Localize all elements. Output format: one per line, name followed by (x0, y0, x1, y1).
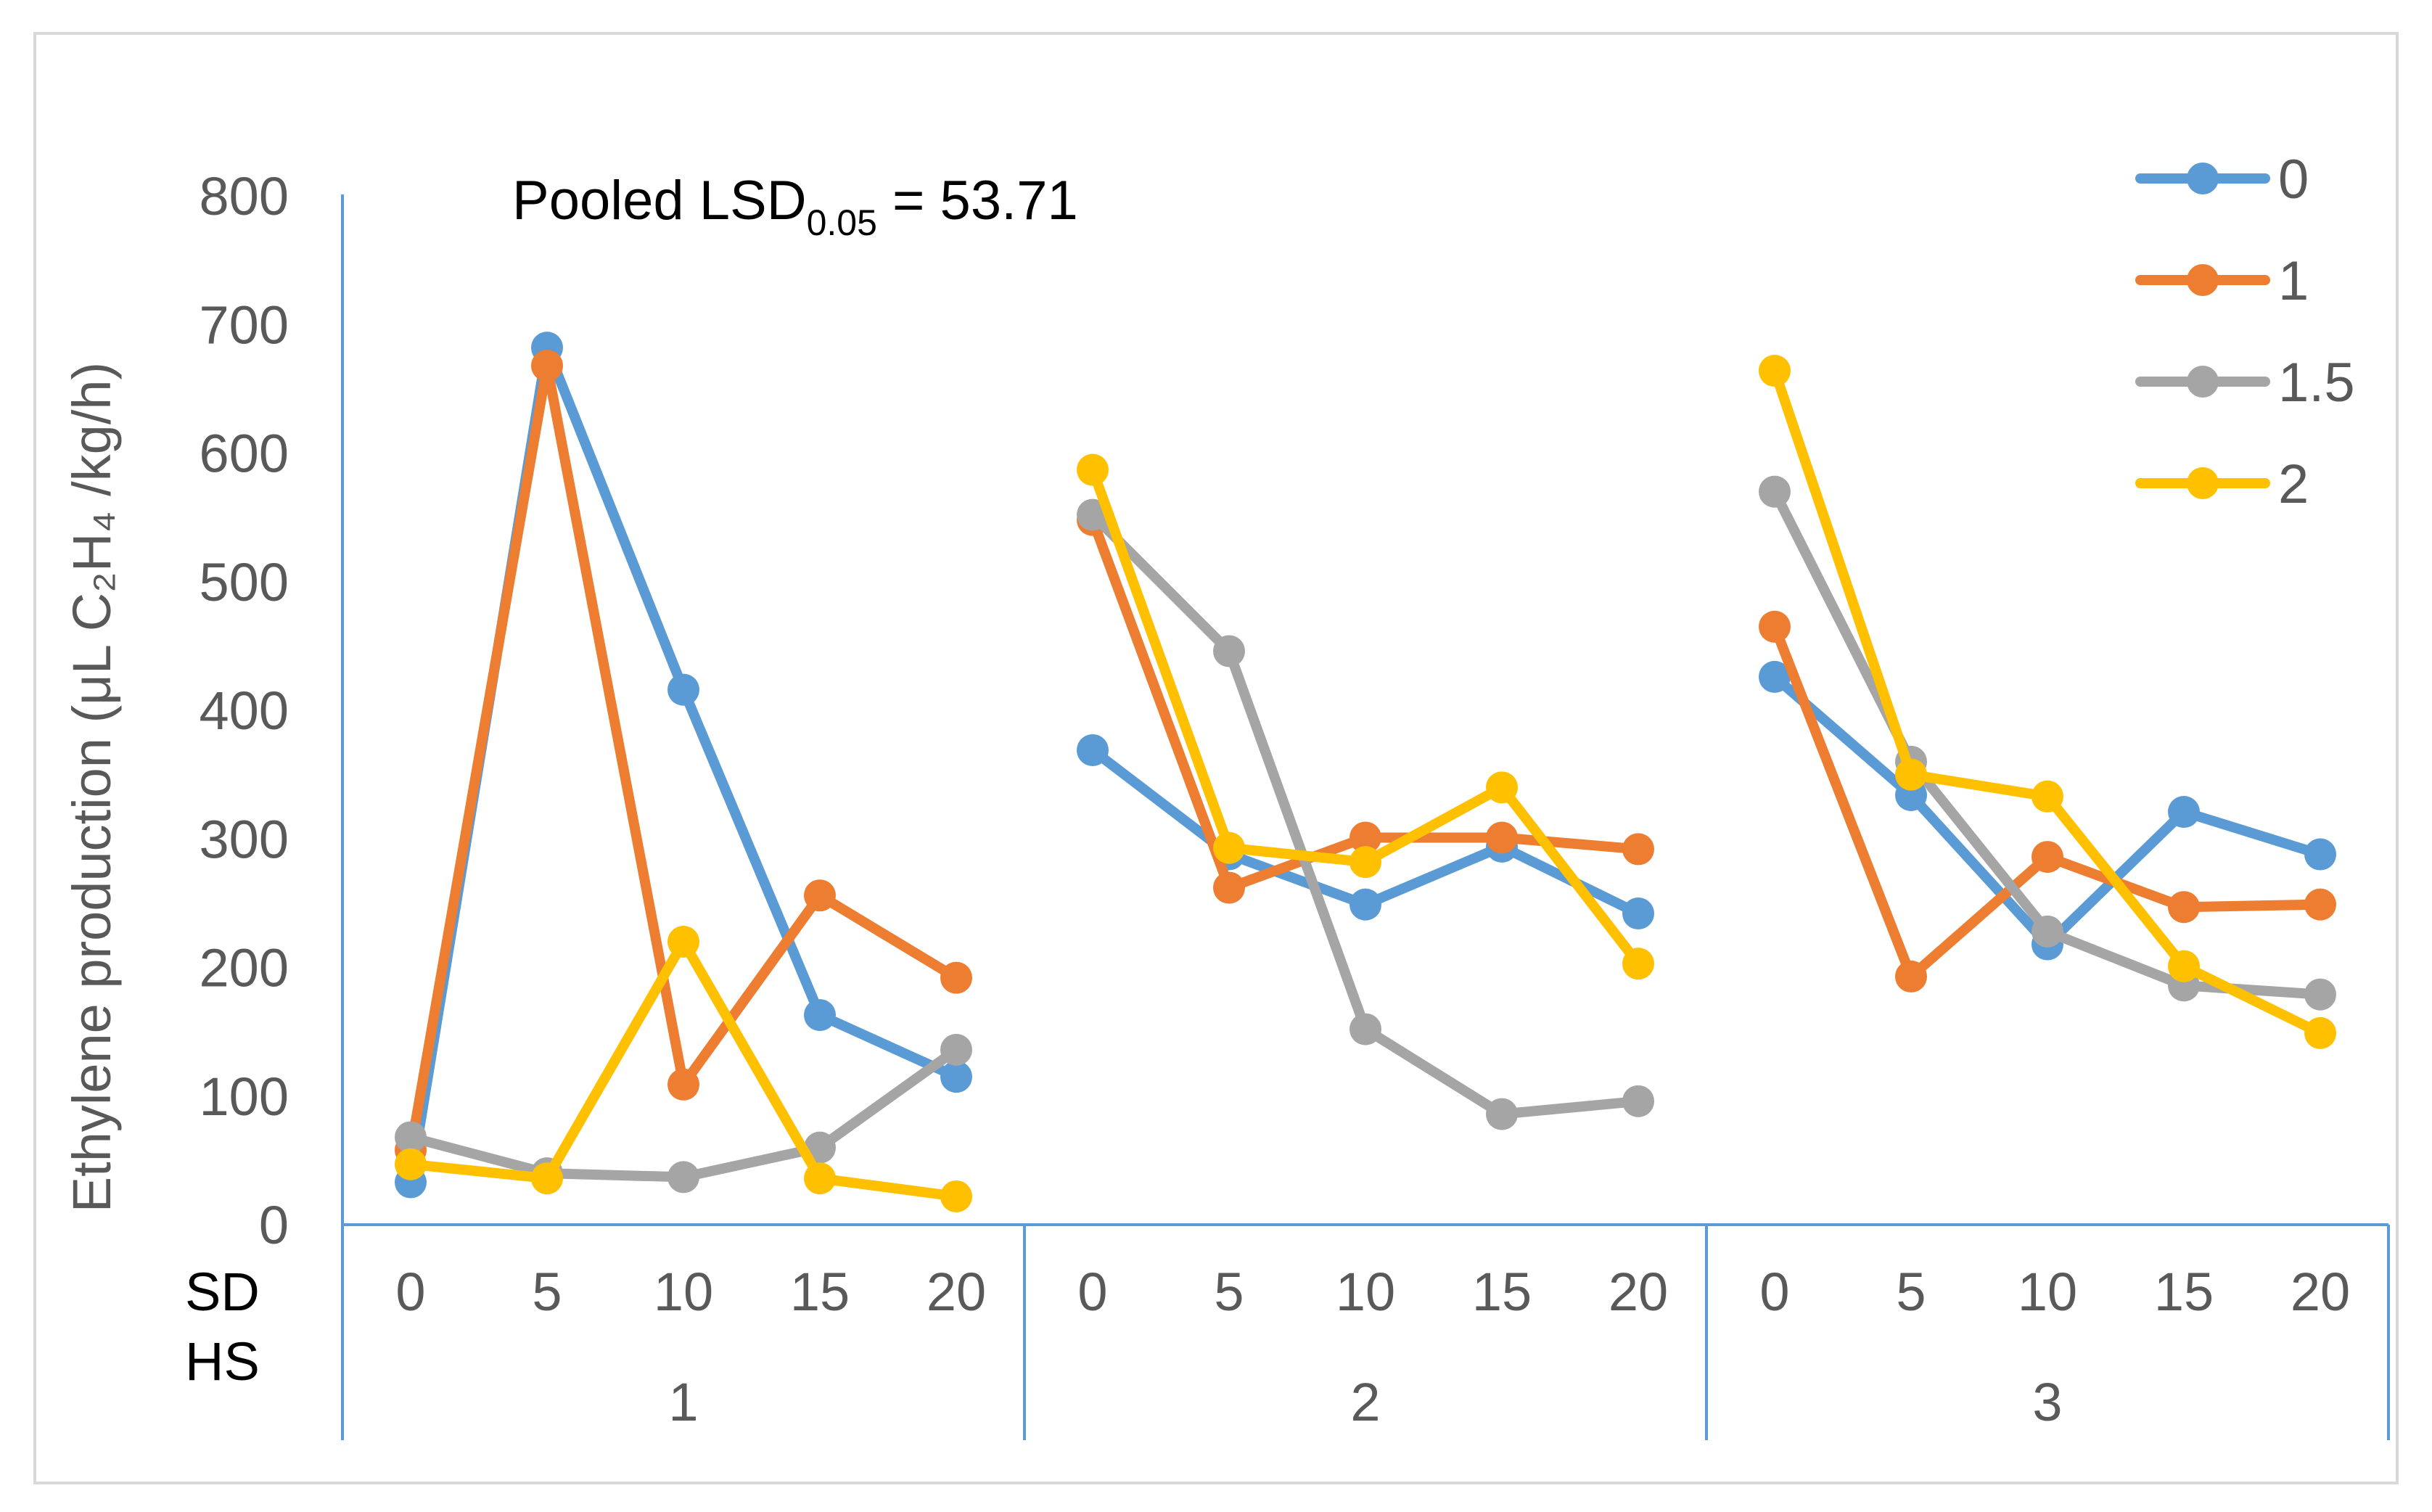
x-group-label: 2 (1350, 1372, 1380, 1432)
y-tick-label: 200 (200, 938, 289, 998)
y-tick-label: 400 (200, 681, 289, 741)
data-point (1213, 831, 1245, 864)
data-point (667, 1161, 699, 1193)
data-point (1486, 771, 1518, 804)
data-point (2304, 838, 2336, 871)
data-point (1759, 475, 1791, 508)
data-point (940, 1033, 972, 1066)
data-point (940, 1180, 972, 1213)
legend-item: 1 (2135, 250, 2309, 312)
x-tick-label: 10 (654, 1262, 713, 1322)
series-group (395, 332, 2336, 1213)
x-tick-label: 5 (532, 1262, 562, 1322)
legend: 011.52 (2135, 149, 2355, 515)
data-point (395, 1121, 427, 1154)
x-tick-label: 20 (1609, 1262, 1668, 1322)
data-point (2304, 1016, 2336, 1049)
y-tick-label: 500 (200, 552, 289, 612)
legend-swatch-marker (2187, 366, 2219, 398)
data-point (940, 961, 972, 994)
x-tick-label: 10 (1336, 1262, 1395, 1322)
x-group-label: 3 (2032, 1372, 2062, 1432)
data-point (1486, 1098, 1518, 1130)
x-group-label: 1 (668, 1372, 698, 1432)
legend-label: 0 (2278, 149, 2309, 210)
x-tick-label: 15 (790, 1262, 850, 1322)
x-tick-label: 10 (2018, 1262, 2077, 1322)
x-tick-label: 20 (927, 1262, 986, 1322)
data-point (1213, 871, 1245, 904)
x-tick-label: 20 (2291, 1262, 2350, 1322)
data-point (1486, 821, 1518, 854)
data-point (1622, 1085, 1654, 1117)
lsd-subscript: 0.05 (807, 202, 877, 243)
data-point (2304, 978, 2336, 1011)
data-point (2168, 950, 2200, 982)
x-tick-label: 15 (1472, 1262, 1532, 1322)
data-point (2032, 915, 2063, 948)
chart-frame (33, 32, 2399, 1484)
y-tick-label: 800 (200, 166, 289, 226)
legend-swatch-marker (2187, 264, 2219, 296)
x-tick-label: 5 (1896, 1262, 1926, 1322)
data-point (667, 926, 699, 958)
legend-swatch-marker (2187, 163, 2219, 194)
y-axis-title: Ethylene production (μL C₂H₄ /kg/h) (62, 362, 122, 1212)
lsd-value: = 53.71 (877, 170, 1078, 231)
data-point (2032, 780, 2063, 813)
legend-label: 2 (2278, 453, 2309, 515)
y-tick-label: 300 (200, 809, 289, 869)
legend-label: 1 (2278, 250, 2309, 312)
legend-label: 1.5 (2278, 352, 2355, 414)
x-tick-label: 0 (395, 1262, 425, 1322)
data-point (1349, 1013, 1381, 1045)
data-point (2304, 888, 2336, 921)
lsd-label: Pooled LSD (512, 170, 807, 231)
lsd-annotation: Pooled LSD0.05 = 53.71 (512, 170, 1078, 243)
data-point (1077, 734, 1109, 766)
data-point (1077, 453, 1109, 486)
data-point (804, 1162, 836, 1195)
data-point (667, 673, 699, 706)
legend-item: 2 (2135, 453, 2309, 515)
data-point (1759, 355, 1791, 387)
sd-row-label: SD (185, 1262, 260, 1322)
x-tick-label: 15 (2154, 1262, 2214, 1322)
y-tick-label: 0 (259, 1195, 289, 1255)
data-point (1622, 948, 1654, 980)
y-tick-label: 700 (200, 295, 289, 355)
data-point (395, 1148, 427, 1180)
data-point (2168, 796, 2200, 829)
x-tick-label: 0 (1077, 1262, 1107, 1322)
legend-swatch-marker (2187, 467, 2219, 499)
data-point (804, 999, 836, 1032)
data-point (1895, 758, 1927, 791)
y-tick-label: 100 (200, 1067, 289, 1127)
data-point (2168, 891, 2200, 924)
data-point (1622, 833, 1654, 866)
legend-item: 0 (2135, 149, 2309, 210)
data-point (1213, 635, 1245, 667)
data-point (1895, 960, 1927, 993)
hs-row-label: HS (185, 1331, 260, 1392)
data-point (1759, 610, 1791, 643)
data-point (1759, 660, 1791, 693)
legend-item: 1.5 (2135, 352, 2355, 414)
data-point (667, 1068, 699, 1101)
data-point (1622, 897, 1654, 930)
data-point (804, 879, 836, 912)
data-point (2032, 841, 2063, 874)
x-tick-label: 0 (1759, 1262, 1789, 1322)
data-point (1349, 888, 1381, 921)
data-point (940, 1061, 972, 1093)
data-point (1349, 821, 1381, 854)
series-2 (395, 355, 2336, 1213)
data-point (531, 349, 563, 382)
data-point (531, 1162, 563, 1195)
data-point (1349, 846, 1381, 879)
y-tick-label: 600 (200, 424, 289, 484)
x-tick-label: 5 (1214, 1262, 1244, 1322)
